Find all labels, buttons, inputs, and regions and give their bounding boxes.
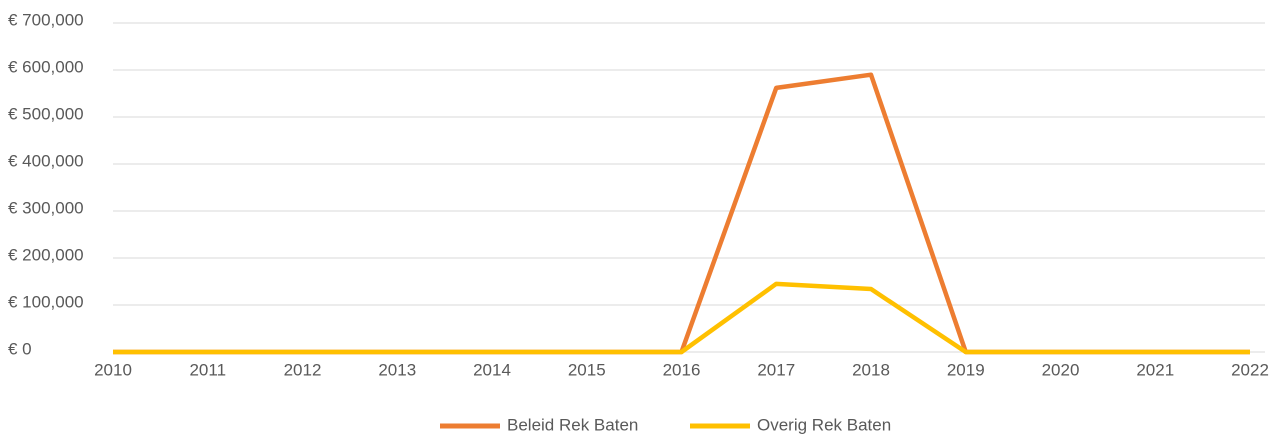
x-tick-label: 2017: [757, 360, 795, 379]
x-tick-label: 2018: [852, 360, 890, 379]
y-tick-label: € 400,000: [8, 151, 84, 170]
series-line: [113, 72, 1250, 355]
y-tick-label: € 600,000: [8, 57, 84, 76]
legend-label: Beleid Rek Baten: [507, 415, 638, 434]
y-tick-label: € 100,000: [8, 292, 84, 311]
y-tick-label: € 200,000: [8, 245, 84, 264]
y-tick-label: € 500,000: [8, 104, 84, 123]
x-tick-label: 2022: [1231, 360, 1269, 379]
series-line: [113, 281, 1250, 355]
x-tick-label: 2016: [663, 360, 701, 379]
y-tick-label: € 700,000: [8, 10, 84, 29]
y-tick-label: € 300,000: [8, 198, 84, 217]
x-tick-label: 2014: [473, 360, 511, 379]
x-tick-label: 2020: [1042, 360, 1080, 379]
x-tick-label: 2019: [947, 360, 985, 379]
legend-label: Overig Rek Baten: [757, 415, 891, 434]
x-tick-label: 2011: [189, 360, 226, 379]
x-tick-label: 2015: [568, 360, 606, 379]
y-tick-label: € 0: [8, 339, 32, 358]
x-tick-label: 2021: [1136, 360, 1174, 379]
x-tick-label: 2010: [94, 360, 132, 379]
x-tick-label: 2013: [378, 360, 416, 379]
x-tick-label: 2012: [284, 360, 322, 379]
